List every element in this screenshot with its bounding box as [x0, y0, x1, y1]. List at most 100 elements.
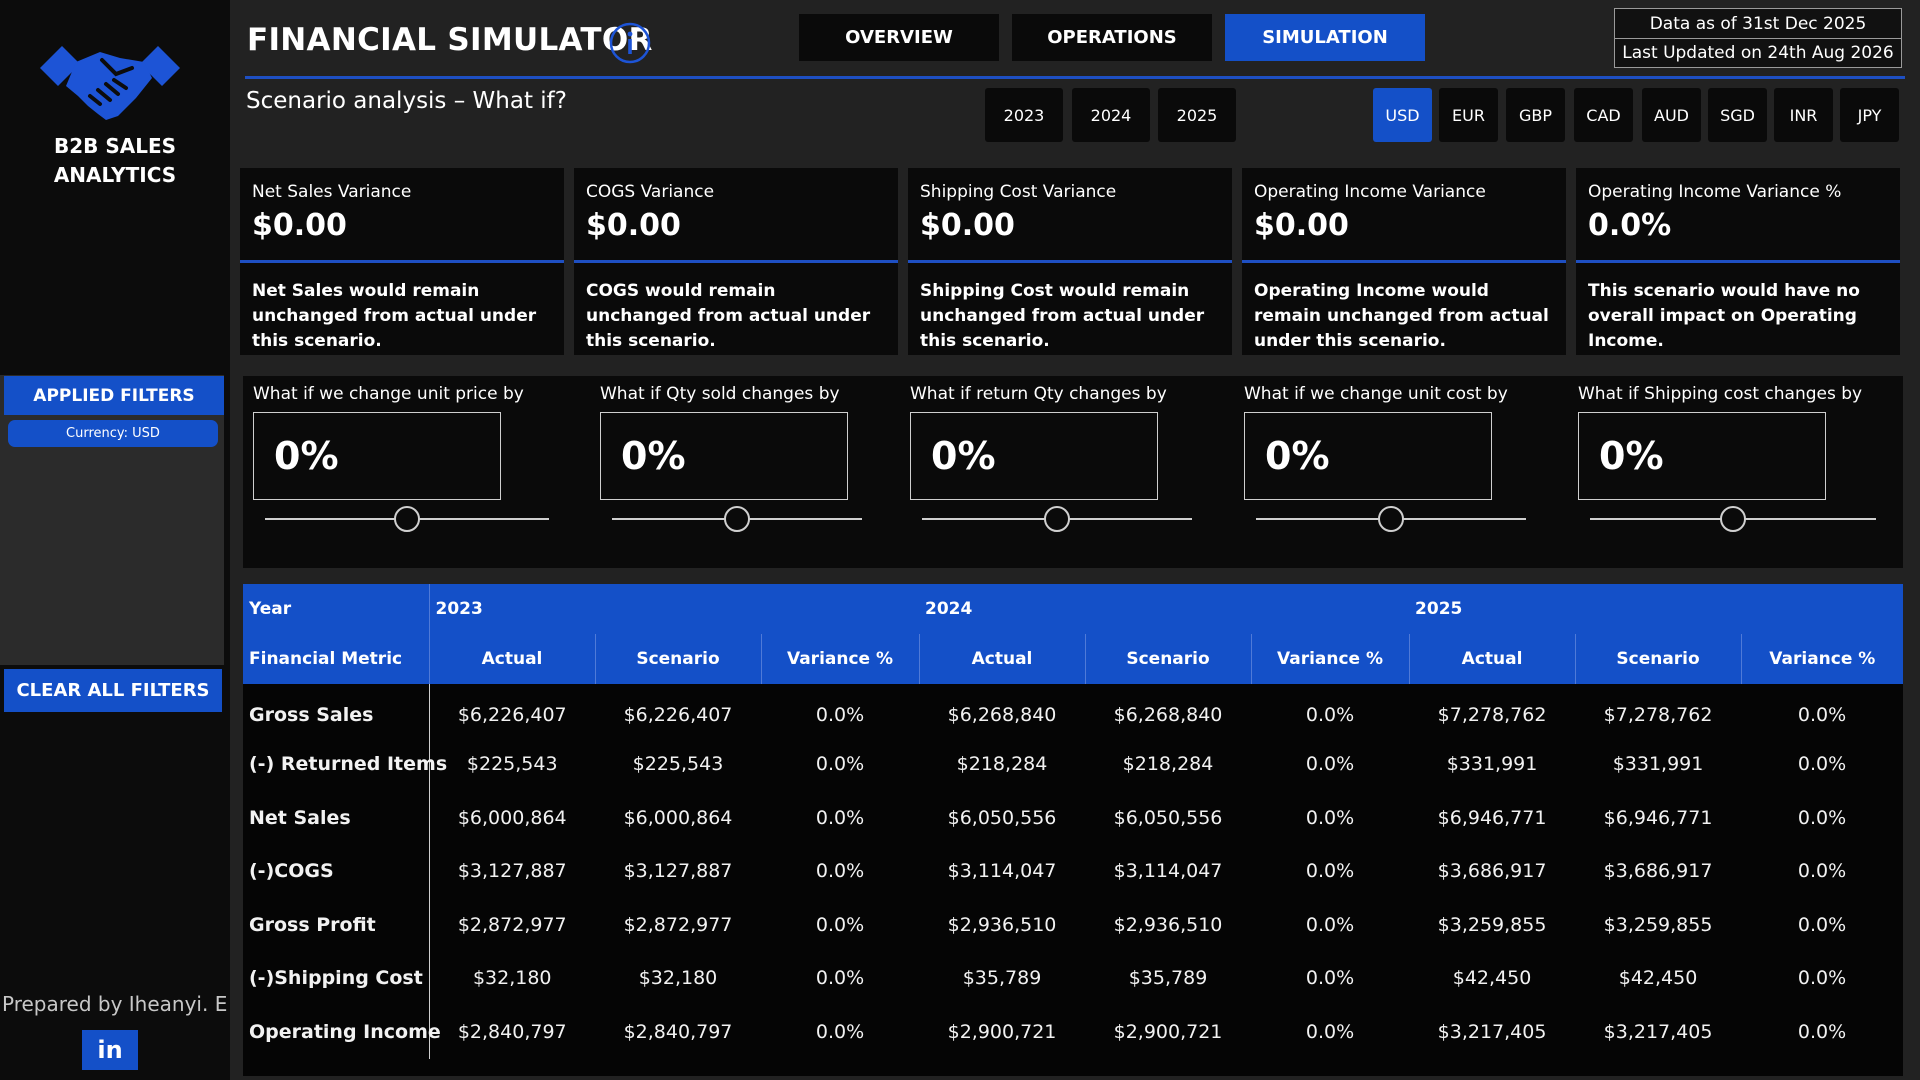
table-cell: $218,284 [956, 753, 1048, 776]
param-qty-sold: What if Qty sold changes by 0% [590, 376, 920, 568]
table-row: Operating Income $2,840,797 $2,840,797 0.0%… [243, 1005, 1903, 1059]
currency-filter-chip: Currency: USD [8, 420, 218, 447]
kpi-card-shipping-cost-variance: Shipping Cost Variance $0.00 Shipping Cos… [908, 168, 1232, 355]
table-cell: $3,686,917 [1437, 860, 1547, 883]
param-unit-cost-input[interactable]: 0% [1244, 412, 1492, 500]
year-header-2025: 2025 [1415, 599, 1463, 619]
param-return-qty-input[interactable]: 0% [910, 412, 1158, 500]
param-slider-handle[interactable] [1044, 506, 1070, 532]
table-cell: 0.0% [1305, 913, 1355, 936]
year-header-2024: 2024 [925, 599, 973, 619]
currency-button-cad[interactable]: CAD [1574, 88, 1633, 142]
table-cell: $225,543 [632, 753, 724, 776]
param-slider-handle[interactable] [394, 506, 420, 532]
kpi-description: COGS would remain unchanged from actual … [586, 281, 871, 351]
table-cell: $6,268,840 [1113, 703, 1223, 726]
year-button-2023[interactable]: 2023 [985, 88, 1063, 142]
param-slider-handle[interactable] [1720, 506, 1746, 532]
currency-button-jpy[interactable]: JPY [1840, 88, 1899, 142]
table-cell: $2,936,510 [1113, 913, 1223, 936]
param-slider-handle[interactable] [1378, 506, 1404, 532]
table-cell: $6,000,864 [623, 806, 733, 829]
kpi-value: 0.0% [1588, 208, 1672, 243]
metric-header-row: Financial Metric Actual Scenario Varianc… [243, 634, 1904, 684]
linkedin-icon[interactable]: in [82, 1030, 138, 1070]
table-cell: 0.0% [1797, 860, 1847, 883]
what-if-panel [243, 376, 1903, 568]
table-cell: $2,900,721 [947, 1020, 1057, 1043]
row-metric-label: Gross Sales [243, 684, 430, 738]
year-button-2024[interactable]: 2024 [1072, 88, 1150, 142]
param-slider-handle[interactable] [724, 506, 750, 532]
row-metric-label: (-)COGS [243, 844, 430, 898]
applied-filters-panel [0, 375, 224, 665]
table-cell: $6,946,771 [1603, 806, 1713, 829]
table-cell: $35,789 [1128, 967, 1208, 990]
row-metric-label: Net Sales [243, 791, 430, 845]
tab-simulation[interactable]: SIMULATION [1225, 14, 1425, 61]
table-cell: 0.0% [1305, 1020, 1355, 1043]
currency-button-sgd[interactable]: SGD [1708, 88, 1767, 142]
page-title: FINANCIAL SIMULATOR [247, 22, 653, 58]
col-header-scenario: Scenario [595, 634, 762, 684]
table-cell: 0.0% [1797, 913, 1847, 936]
clear-all-filters-button[interactable]: CLEAR ALL FILTERS [4, 669, 222, 712]
param-unit-cost: What if we change unit cost by 0% [1234, 376, 1564, 568]
data-date-box: Data as of 31st Dec 2025 Last Updated on… [1614, 8, 1902, 68]
param-qty-sold-input[interactable]: 0% [600, 412, 848, 500]
brand-line-1: B2B SALES [53, 134, 177, 158]
table-cell: $3,127,887 [457, 860, 567, 883]
table-cell: 0.0% [815, 913, 865, 936]
row-metric-label: Operating Income [243, 1005, 441, 1059]
year-header-label: Year [243, 584, 430, 634]
param-shipping-cost-input[interactable]: 0% [1578, 412, 1826, 500]
table-cell: $3,114,047 [1113, 860, 1223, 883]
col-header-actual: Actual [919, 634, 1086, 684]
table-row: (-)Shipping Cost $32,180 $32,180 0.0% $35,78… [243, 951, 1903, 1005]
kpi-value: $0.00 [920, 208, 1015, 243]
tab-overview[interactable]: OVERVIEW [799, 14, 999, 61]
last-updated: Last Updated on 24th Aug 2026 [1615, 38, 1901, 67]
currency-button-usd[interactable]: USD [1373, 88, 1432, 142]
table-cell: $2,900,721 [1113, 1020, 1223, 1043]
currency-button-aud[interactable]: AUD [1642, 88, 1701, 142]
tab-operations[interactable]: OPERATIONS [1012, 14, 1212, 61]
year-button-2025[interactable]: 2025 [1158, 88, 1236, 142]
table-cell: 0.0% [815, 1020, 865, 1043]
table-cell: 0.0% [1797, 753, 1847, 776]
table-cell: $3,217,405 [1603, 1020, 1713, 1043]
param-unit-price-input[interactable]: 0% [253, 412, 501, 500]
info-icon[interactable] [608, 21, 652, 65]
table-cell: $7,278,762 [1437, 703, 1547, 726]
year-header-2023: 2023 [435, 599, 483, 619]
row-metric-label: (-)Shipping Cost [243, 951, 430, 1005]
table-cell: $2,936,510 [947, 913, 1057, 936]
currency-button-gbp[interactable]: GBP [1506, 88, 1565, 142]
row-metric-label: (-) Returned Items [243, 737, 447, 791]
param-label: What if Shipping cost changes by [1578, 384, 1863, 404]
table-cell: $331,991 [1612, 753, 1704, 776]
table-cell: $225,543 [466, 753, 558, 776]
table-cell: 0.0% [1305, 967, 1355, 990]
kpi-description: This scenario would have no overall impa… [1588, 281, 1860, 351]
currency-button-eur[interactable]: EUR [1439, 88, 1498, 142]
currency-button-inr[interactable]: INR [1774, 88, 1833, 142]
kpi-label: COGS Variance [586, 182, 715, 202]
param-shipping-cost: What if Shipping cost changes by 0% [1568, 376, 1898, 568]
kpi-card-cogs-variance: COGS Variance $0.00 COGS would remain unc… [574, 168, 898, 355]
table-cell: 0.0% [1797, 703, 1847, 726]
col-header-scenario: Scenario [1085, 634, 1252, 684]
table-cell: $6,226,407 [457, 703, 567, 726]
table-cell: 0.0% [1797, 1020, 1847, 1043]
data-as-of: Data as of 31st Dec 2025 [1649, 13, 1867, 34]
table-cell: $3,114,047 [947, 860, 1057, 883]
param-label: What if we change unit cost by [1244, 384, 1508, 404]
param-label: What if we change unit price by [253, 384, 524, 404]
kpi-description: Operating Income would remain unchanged … [1254, 281, 1549, 351]
page-subtitle: Scenario analysis – What if? [246, 88, 567, 114]
kpi-label: Shipping Cost Variance [920, 182, 1117, 202]
handshake-icon [40, 46, 180, 120]
col-header-actual: Actual [429, 634, 596, 684]
kpi-label: Net Sales Variance [252, 182, 412, 202]
kpi-value: $0.00 [1254, 208, 1349, 243]
